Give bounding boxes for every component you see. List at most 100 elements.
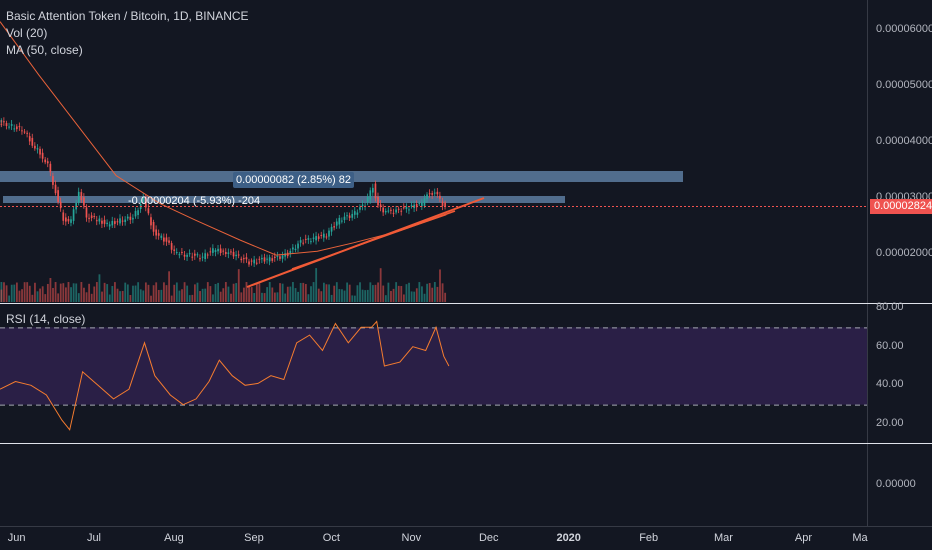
- candle-body: [59, 201, 62, 209]
- volume-bar: [186, 285, 189, 302]
- candle-body: [126, 216, 129, 219]
- candle-body: [323, 233, 325, 238]
- volume-bar: [93, 286, 96, 302]
- candle-body: [441, 201, 444, 207]
- candle-body: [101, 220, 103, 224]
- candle-body: [26, 132, 28, 134]
- volume-bar: [194, 284, 196, 302]
- candle-body: [271, 258, 274, 261]
- volume-bar: [134, 285, 137, 302]
- price-tick-label: 0.00005000: [876, 79, 932, 91]
- volume-bar: [41, 286, 44, 302]
- measure-box-lower[interactable]: [3, 196, 565, 203]
- candle-body: [224, 252, 227, 255]
- candle-body: [423, 198, 426, 206]
- candle-body: [219, 248, 222, 253]
- volume-bar: [44, 294, 47, 302]
- volume-bar: [431, 287, 434, 302]
- volume-bar: [199, 291, 201, 302]
- rsi-axis[interactable]: 80.00 60.00 40.00 20.00: [868, 301, 932, 443]
- candle-body: [240, 258, 243, 261]
- candle-body: [222, 250, 225, 252]
- candle-body: [173, 249, 176, 251]
- ma-legend[interactable]: MA (50, close): [6, 43, 83, 57]
- volume-bar: [18, 290, 21, 302]
- candle-body: [392, 212, 395, 214]
- candle-body: [433, 192, 436, 194]
- volume-bar: [299, 282, 302, 302]
- price-axis[interactable]: 0.00006000 0.00005000 0.00004000 0.00003000…: [868, 0, 932, 526]
- candle-body: [261, 257, 263, 260]
- volume-bar: [108, 294, 111, 302]
- volume-bar: [106, 284, 109, 302]
- volume-bar: [67, 282, 70, 302]
- volume-bar: [147, 284, 150, 302]
- candle-body: [132, 217, 134, 220]
- candle-body: [328, 230, 330, 237]
- candle-body: [273, 256, 276, 258]
- volume-bar: [90, 293, 93, 302]
- candle-body: [341, 220, 343, 222]
- candle-body: [175, 252, 178, 254]
- volume-bar: [341, 289, 343, 302]
- candle-body: [67, 218, 70, 222]
- volume-bar: [214, 283, 217, 302]
- volume-bar: [428, 283, 431, 302]
- candle-body: [297, 243, 299, 249]
- candle-body: [235, 254, 237, 257]
- volume-bar: [328, 284, 330, 302]
- candle-body: [302, 242, 305, 244]
- symbol-title[interactable]: Basic Attention Token / Bitcoin, 1D, BIN…: [6, 9, 249, 23]
- volume-bar: [121, 290, 124, 302]
- volume-bar: [46, 283, 49, 302]
- volume-bar: [410, 291, 413, 302]
- candle-body: [281, 255, 284, 259]
- volume-bar: [144, 282, 147, 302]
- measure-label-lower: -0.00000204 (-5.93%) -204: [128, 195, 261, 207]
- candle-body: [209, 251, 212, 253]
- candle-body: [31, 137, 34, 146]
- candle-body: [194, 253, 196, 256]
- volume-bar: [366, 289, 369, 302]
- candle-body: [431, 193, 434, 195]
- candle-body: [204, 253, 207, 260]
- volume-legend[interactable]: Vol (20): [6, 26, 48, 40]
- rsi-tick-label: 40.00: [876, 378, 904, 391]
- candle-body: [206, 254, 209, 256]
- candle-body: [98, 218, 101, 222]
- volume-bar: [39, 288, 41, 302]
- volume-bar: [75, 283, 78, 302]
- candle-body: [3, 121, 5, 123]
- candle-body: [415, 204, 418, 208]
- candle-body: [28, 136, 31, 142]
- candle-body: [212, 248, 214, 253]
- candle-body: [335, 221, 338, 226]
- volume-bar: [126, 284, 129, 302]
- volume-bar: [116, 288, 119, 302]
- rsi-legend[interactable]: RSI (14, close): [6, 312, 86, 326]
- candle-body: [90, 215, 93, 219]
- volume-bar: [243, 287, 245, 302]
- candle-body: [178, 254, 181, 256]
- candle-body: [395, 209, 397, 213]
- volume-bar: [433, 282, 436, 302]
- candle-body: [5, 123, 8, 126]
- volume-bar: [392, 288, 395, 302]
- volume-bar: [418, 282, 421, 302]
- candle-body: [343, 216, 346, 220]
- candle-body: [144, 197, 147, 208]
- volume-bar: [77, 293, 80, 302]
- candle-body: [426, 194, 428, 200]
- candle-body: [248, 261, 250, 265]
- trendline-upper[interactable]: [291, 210, 456, 270]
- candle-body: [230, 251, 232, 253]
- volume-bar: [359, 282, 361, 302]
- candle-body: [0, 123, 3, 125]
- volume-bar: [10, 284, 13, 302]
- volume-bar: [170, 295, 173, 302]
- candle-body: [351, 213, 354, 218]
- volume-bar: [382, 285, 385, 302]
- volume-bar: [88, 283, 91, 302]
- candle-body: [217, 248, 219, 252]
